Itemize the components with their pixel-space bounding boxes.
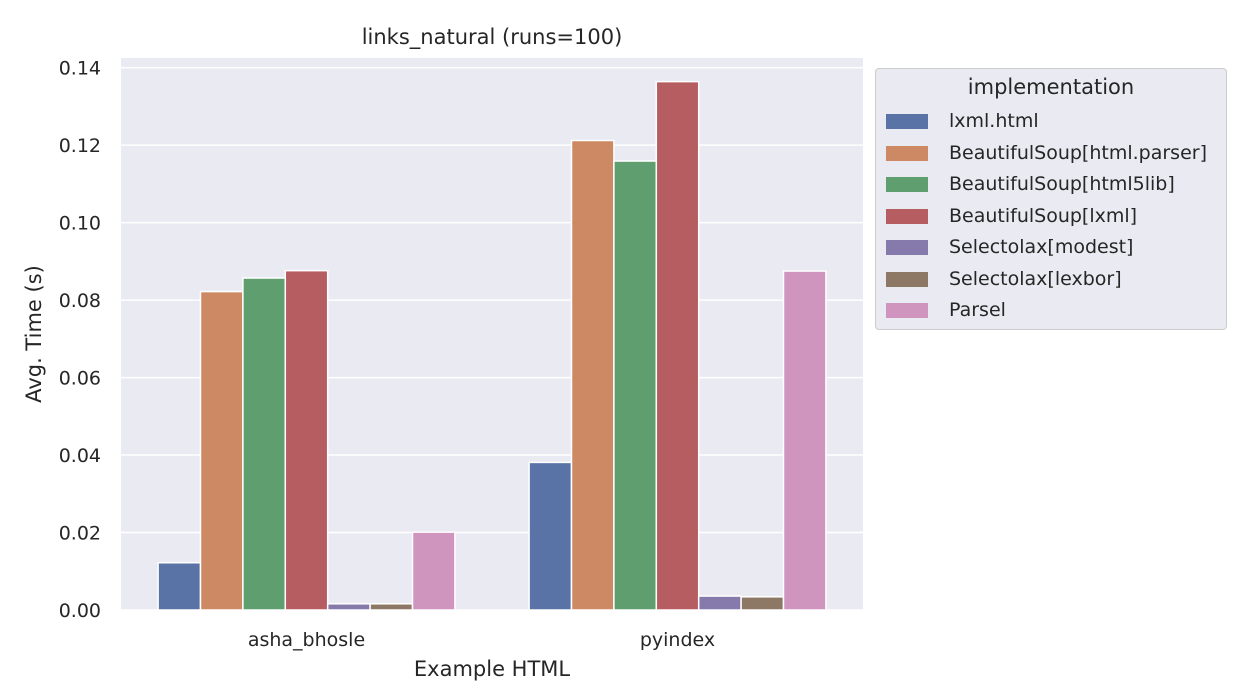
legend-swatch [886, 303, 928, 318]
bar [369, 603, 414, 611]
bars [157, 80, 827, 611]
bar [284, 269, 329, 611]
legend-item: lxml.html [886, 110, 1226, 134]
bar [411, 531, 456, 611]
legend-item: Parsel [886, 299, 1226, 323]
y-tick-label: 0.04 [59, 445, 101, 467]
legend-item: Selectolax[modest] [886, 236, 1226, 260]
legend-swatch [886, 271, 928, 287]
legend-label: BeautifulSoup[lxml] [949, 204, 1138, 227]
y-axis-label: Avg. Time (s) [22, 265, 46, 403]
legend-label: lxml.html [949, 110, 1039, 132]
legend-label: Parsel [949, 299, 1006, 321]
bar [326, 603, 371, 611]
y-tick-label: 0.00 [59, 600, 101, 622]
legend-swatch [886, 114, 928, 129]
legend-swatch [886, 177, 928, 192]
bar [655, 80, 700, 611]
y-tick-label: 0.14 [59, 58, 101, 80]
x-tick-label: pyindex [640, 629, 715, 651]
bar [697, 595, 742, 611]
legend-title: implementation [967, 75, 1135, 99]
legend: implementation lxml.html BeautifulSoup[ht… [875, 68, 1227, 330]
legend-item: BeautifulSoup[html5lib] [886, 173, 1226, 197]
x-tick-label: asha_bhosle [248, 629, 365, 651]
legend-swatch [886, 240, 928, 255]
y-tick-labels: 0.00 0.02 0.04 0.06 0.08 0.10 0.12 0.14 [59, 58, 101, 622]
y-tick-label: 0.08 [59, 290, 101, 312]
chart-title: links_natural (runs=100) [362, 25, 623, 50]
legend-item: BeautifulSoup[html.parser] [886, 142, 1226, 166]
legend-item: BeautifulSoup[lxml] [886, 205, 1226, 229]
bar [242, 277, 287, 611]
legend-swatch [886, 208, 928, 224]
x-axis-label: Example HTML [414, 657, 571, 681]
bar [528, 461, 573, 611]
legend-label: BeautifulSoup[html.parser] [949, 141, 1207, 164]
y-tick-label: 0.10 [59, 213, 101, 235]
legend-swatch [886, 145, 928, 161]
y-tick-label: 0.12 [59, 135, 101, 157]
legend-label: BeautifulSoup[html5lib] [949, 173, 1175, 195]
x-tick-labels: asha_bhosle pyindex [248, 629, 715, 651]
bar [740, 596, 785, 611]
y-tick-label: 0.06 [59, 368, 101, 390]
bar [570, 139, 615, 611]
bar [199, 290, 244, 611]
bar [157, 561, 202, 611]
legend-label: Selectolax[modest] [949, 236, 1134, 258]
bar [782, 270, 827, 611]
y-tick-label: 0.02 [59, 523, 101, 545]
legend-item: Selectolax[lexbor] [886, 268, 1226, 292]
bar [613, 160, 658, 611]
legend-label: Selectolax[lexbor] [949, 267, 1122, 290]
